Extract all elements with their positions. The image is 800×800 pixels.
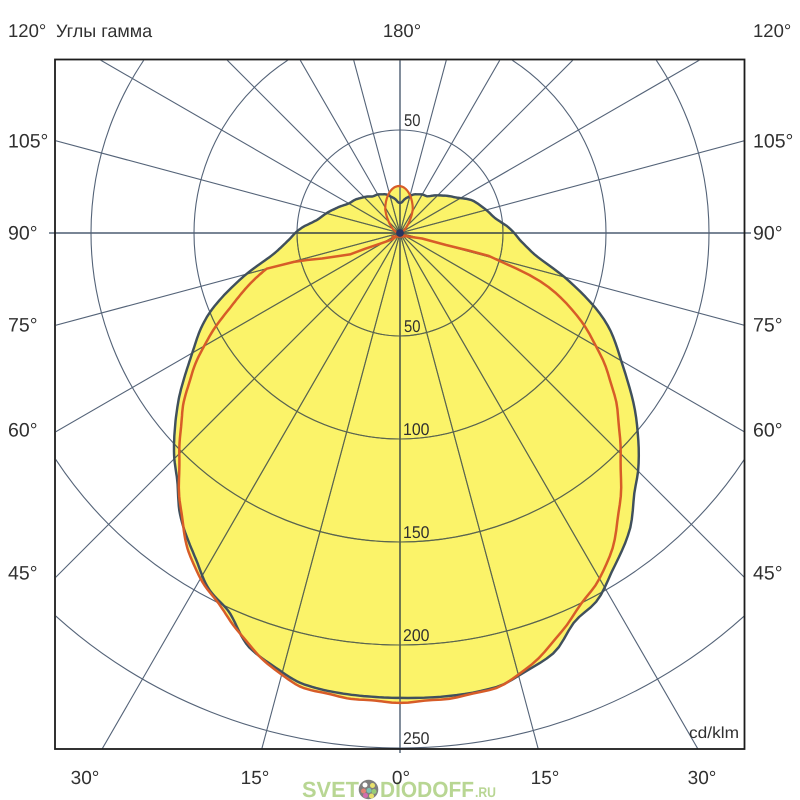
- svg-text:DIODOFF: DIODOFF: [380, 777, 474, 800]
- svg-text:15°: 15°: [241, 768, 270, 789]
- svg-text:60°: 60°: [8, 420, 38, 442]
- svg-text:.RU: .RU: [475, 784, 496, 800]
- svg-text:200: 200: [403, 626, 430, 645]
- svg-text:30°: 30°: [688, 768, 717, 789]
- svg-text:105°: 105°: [753, 131, 793, 153]
- svg-text:30°: 30°: [71, 768, 100, 789]
- svg-text:cd/klm: cd/klm: [689, 725, 739, 742]
- svg-text:75°: 75°: [8, 315, 38, 337]
- svg-text:0°: 0°: [392, 768, 410, 789]
- svg-text:75°: 75°: [753, 315, 783, 337]
- svg-text:60°: 60°: [753, 420, 783, 442]
- svg-text:15°: 15°: [531, 768, 560, 789]
- svg-text:180°: 180°: [383, 20, 421, 41]
- svg-text:50: 50: [404, 317, 421, 336]
- svg-text:90°: 90°: [8, 223, 38, 245]
- svg-text:45°: 45°: [8, 563, 38, 585]
- svg-text:250: 250: [403, 729, 430, 748]
- svg-text:120°: 120°: [753, 20, 791, 41]
- svg-text:120°: 120°: [8, 20, 46, 41]
- svg-text:105°: 105°: [8, 131, 48, 153]
- svg-text:SVET: SVET: [302, 777, 360, 800]
- svg-text:90°: 90°: [753, 223, 783, 245]
- svg-text:50: 50: [404, 111, 421, 130]
- svg-text:100: 100: [403, 420, 430, 439]
- svg-text:45°: 45°: [753, 563, 783, 585]
- svg-text:Углы гамма: Углы гамма: [56, 21, 153, 41]
- svg-text:150: 150: [403, 523, 430, 542]
